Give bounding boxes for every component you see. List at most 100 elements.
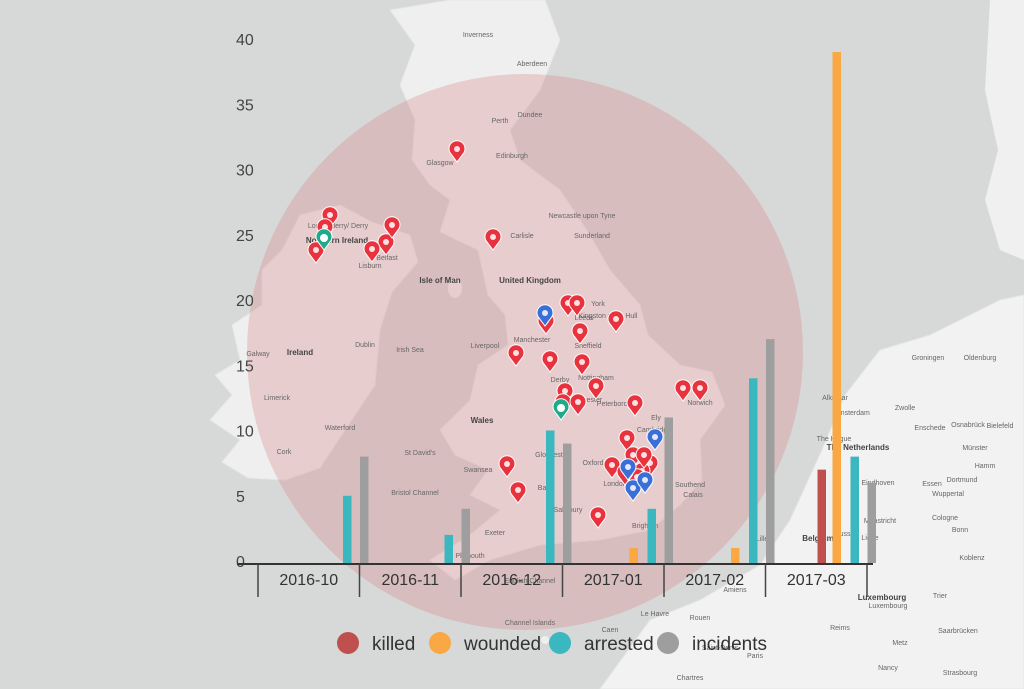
map-marker-icon [589,506,607,529]
map-label-exeter: Exeter [485,530,506,537]
bar-incidents-2016-11 [461,508,470,563]
map-label-belfast: Belfast [376,255,397,262]
bar-arrested-2017-02 [749,378,758,563]
map-marker-icon [571,322,589,345]
map-label-wales: Wales [471,416,494,425]
map-marker-icon [307,241,325,264]
map-label-munster: Münster [962,445,988,452]
map-label-osnabruck: Osnabrück [951,422,985,429]
x-tick-label: 2016-11 [381,572,439,589]
legend-label-killed: killed [372,634,415,655]
bar-incidents-2017-01 [664,417,673,563]
map-label-ireland: Ireland [287,348,313,357]
map-label-dublin: Dublin [355,342,375,349]
map-marker-icon [573,353,591,376]
map-label-derby: Derby [551,377,570,384]
map-label-trier: Trier [933,593,948,600]
map-marker-icon [587,377,605,400]
map-label-hamm: Hamm [975,463,996,470]
map-marker-icon [674,379,692,402]
map-marker-icon [383,216,401,239]
map-label-amsterdam: Amsterdam [834,410,870,417]
bar-arrested-2016-11 [444,534,453,563]
map-marker-icon [498,455,516,478]
map-label-southend: Southend [675,482,705,489]
map-label-inverness: Inverness [463,32,494,39]
map-label-luxembourg: Luxembourg [858,593,907,602]
map-marker-blue-icon [646,428,664,451]
map-land-great-britain [389,0,726,581]
map-label-caen: Caen [602,627,619,634]
map-label-netherlands: The Netherlands [827,443,890,452]
bar-arrested-2017-03 [850,456,859,563]
map-label-liverpool: Liverpool [471,343,500,350]
map-label-bath: Bath [538,485,553,492]
map-land-continent [599,294,1024,689]
map-label-ni: Northern Ireland [306,236,368,245]
map-label-derry: Londonderry/ Derry [308,223,369,230]
map-label-york: York [591,301,605,308]
map-label-galway: Galway [246,351,270,358]
map-marker-icon [509,481,527,504]
map-label-plymouth: Plymouth [455,553,484,560]
y-tick-label: 35 [236,97,254,114]
y-tick-label: 30 [236,163,254,180]
map-label-brighton: Brighton [632,523,658,530]
legend-swatch-killed [337,632,359,654]
legend-swatch-arrested [549,632,571,654]
y-tick-label: 0 [236,554,245,571]
x-axis: 2016-10 2016-11 2016-12 2017-01 2017-02 2017-… [237,563,873,597]
y-tick-label: 10 [236,424,254,441]
map-label-lisburn: Lisburn [359,263,382,270]
map-label-luxembourg2: Luxembourg [869,603,908,610]
map-label-london: London [603,481,626,488]
map-label-strasbourg: Strasbourg [943,670,977,677]
x-axis-labels: 2016-10 2016-11 2016-12 2017-01 2017-02 2017-… [279,572,845,589]
map-marker-blue-icon [619,458,637,481]
map-land-ireland [209,204,419,481]
map-label-stdavids: St David's [404,450,436,457]
map-marker-icon [626,394,644,417]
map-marker-icon [507,344,525,367]
y-tick-label: 40 [236,32,254,49]
map-label-bristolchannel: Bristol Channel [391,490,439,497]
map-label-calais: Calais [683,492,703,499]
map-label-cologne: Cologne [932,515,958,522]
map-label-perth: Perth [492,118,509,125]
map-marker-icon [484,228,502,251]
bar-incidents-2017-02 [766,339,775,563]
x-tick-label: 2017-03 [787,572,846,589]
bar-killed-2017-03 [817,469,826,563]
map-land-isle-of-man [448,278,462,298]
map-land-channel-islands [541,636,549,644]
legend-label-incidents: incidents [692,634,767,655]
highlight-circle [247,74,803,630]
legend-label-wounded: wounded [463,634,541,655]
legend-swatch-wounded [429,632,451,654]
bar-incidents-2016-12 [563,443,572,563]
map-label-dundee: Dundee [518,112,543,119]
map-label-channelislands: Channel Islands [505,620,556,627]
map-label-enschede: Enschede [914,425,945,432]
map-label-leeds: Leeds [574,315,594,322]
map-markers [307,140,709,529]
map-label-zwolle: Zwolle [895,405,915,412]
map-marker-icon [541,350,559,373]
map-label-stdenis: Saint-Denis [702,645,739,652]
bar-incidents-2017-03 [867,482,876,563]
map-marker-blue-icon [624,479,642,502]
map-label-sunderland: Sunderland [574,233,610,240]
map-label-lille: Lille [756,536,769,543]
x-tick-label: 2017-02 [685,572,744,589]
map-label-brussels: Brussels [833,531,860,538]
bar-arrested-2016-12 [546,430,555,563]
map-label-isleofman: Isle of Man [419,276,460,285]
map-label-leicester: Leicester [574,397,603,404]
bar-incidents-2016-10 [360,456,369,563]
map-label-newcastle: Newcastle upon Tyne [549,213,616,220]
bar-wounded-2017-03 [832,52,841,564]
map-label-metz: Metz [892,640,908,647]
map-label-nancy: Nancy [878,665,898,672]
